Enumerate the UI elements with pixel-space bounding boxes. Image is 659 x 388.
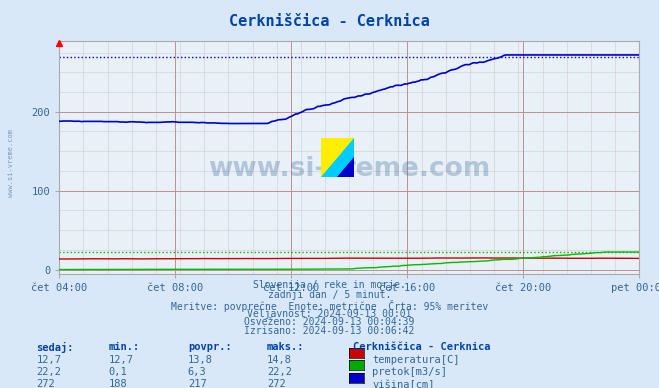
Polygon shape: [337, 157, 354, 177]
Text: 272: 272: [267, 379, 285, 388]
Text: 0,1: 0,1: [109, 367, 127, 377]
Text: 14,8: 14,8: [267, 355, 292, 365]
Text: Cerkniščica - Cerknica: Cerkniščica - Cerknica: [229, 14, 430, 29]
Text: maks.:: maks.:: [267, 342, 304, 352]
Text: 217: 217: [188, 379, 206, 388]
Text: 13,8: 13,8: [188, 355, 213, 365]
Text: zadnji dan / 5 minut.: zadnji dan / 5 minut.: [268, 290, 391, 300]
Polygon shape: [321, 138, 354, 177]
Polygon shape: [321, 138, 354, 177]
Text: 6,3: 6,3: [188, 367, 206, 377]
Text: Izrisano: 2024-09-13 00:06:42: Izrisano: 2024-09-13 00:06:42: [244, 326, 415, 336]
Text: 272: 272: [36, 379, 55, 388]
Text: Cerkniščica - Cerknica: Cerkniščica - Cerknica: [353, 342, 490, 352]
Text: Slovenija / reke in morje.: Slovenija / reke in morje.: [253, 280, 406, 290]
Text: min.:: min.:: [109, 342, 140, 352]
Text: 12,7: 12,7: [109, 355, 134, 365]
Text: 12,7: 12,7: [36, 355, 61, 365]
Text: pretok[m3/s]: pretok[m3/s]: [372, 367, 447, 377]
Text: 22,2: 22,2: [267, 367, 292, 377]
Text: Osveženo: 2024-09-13 00:04:39: Osveženo: 2024-09-13 00:04:39: [244, 317, 415, 327]
Text: 188: 188: [109, 379, 127, 388]
Text: povpr.:: povpr.:: [188, 342, 231, 352]
Text: temperatura[C]: temperatura[C]: [372, 355, 460, 365]
Text: Veljavnost: 2024-09-13 00:01: Veljavnost: 2024-09-13 00:01: [247, 309, 412, 319]
Text: 22,2: 22,2: [36, 367, 61, 377]
Text: Meritve: povprečne  Enote: metrične  Črta: 95% meritev: Meritve: povprečne Enote: metrične Črta:…: [171, 300, 488, 312]
Text: www.si-vreme.com: www.si-vreme.com: [208, 156, 490, 182]
Text: www.si-vreme.com: www.si-vreme.com: [8, 129, 14, 197]
Text: višina[cm]: višina[cm]: [372, 379, 435, 388]
Text: sedaj:: sedaj:: [36, 342, 74, 353]
